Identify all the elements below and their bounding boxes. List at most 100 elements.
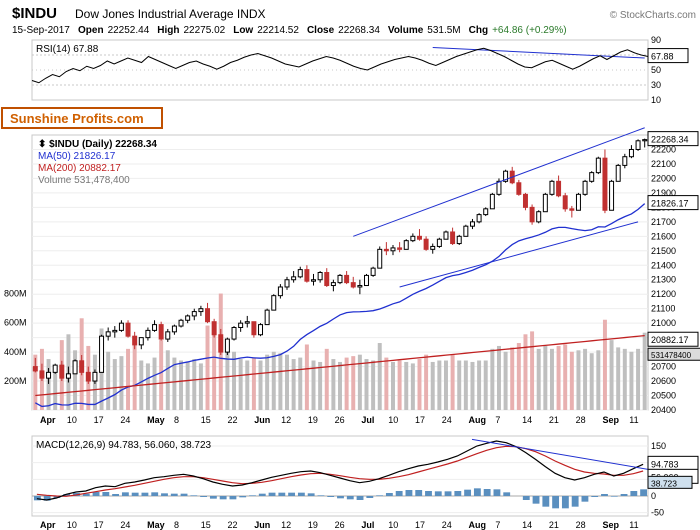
svg-text:20500: 20500 [651, 391, 676, 401]
svg-text:38.723: 38.723 [651, 478, 677, 488]
svg-text:Sep: Sep [602, 415, 619, 425]
svg-text:12: 12 [281, 415, 291, 425]
svg-text:MA(50) 21826.17: MA(50) 21826.17 [38, 151, 116, 162]
svg-text:20600: 20600 [651, 376, 676, 386]
svg-text:Open: Open [78, 25, 104, 36]
svg-text:15: 15 [201, 520, 211, 530]
svg-text:21700: 21700 [651, 217, 676, 227]
svg-text:Sep: Sep [602, 520, 619, 530]
svg-text:400M: 400M [4, 347, 27, 357]
svg-text:20882.17: 20882.17 [651, 335, 689, 345]
svg-text:MACD(12,26,9) 94.783, 56.060,: MACD(12,26,9) 94.783, 56.060, 38.723 [36, 440, 212, 451]
svg-text:Volume 531,478,400: Volume 531,478,400 [38, 175, 130, 186]
svg-text:Apr: Apr [40, 520, 56, 530]
svg-text:High: High [157, 25, 179, 36]
svg-text:21000: 21000 [651, 318, 676, 328]
svg-text:Volume: Volume [388, 25, 424, 36]
svg-text:17: 17 [415, 415, 425, 425]
svg-text:21200: 21200 [651, 289, 676, 299]
svg-text:Chg: Chg [469, 25, 488, 36]
svg-text:26: 26 [335, 520, 345, 530]
svg-text:$INDU: $INDU [12, 5, 57, 22]
svg-text:800M: 800M [4, 289, 27, 299]
svg-text:17: 17 [415, 520, 425, 530]
svg-text:MA(200) 20882.17: MA(200) 20882.17 [38, 163, 121, 174]
svg-text:24: 24 [442, 520, 452, 530]
svg-text:21: 21 [549, 415, 559, 425]
stock-chart: $INDU Dow Jones Industrial Average INDX © … [0, 0, 700, 530]
svg-text:Low: Low [233, 25, 253, 36]
svg-text:19: 19 [308, 520, 318, 530]
svg-text:17: 17 [94, 520, 104, 530]
svg-text:Aug: Aug [469, 520, 487, 530]
svg-text:Dow Jones Industrial Average I: Dow Jones Industrial Average INDX [75, 7, 266, 21]
svg-text:10: 10 [67, 415, 77, 425]
svg-text:7: 7 [495, 520, 500, 530]
svg-text:21300: 21300 [651, 275, 676, 285]
svg-text:21100: 21100 [651, 304, 675, 314]
svg-text:17: 17 [94, 415, 104, 425]
svg-text:21600: 21600 [651, 231, 676, 241]
svg-text:531478400: 531478400 [651, 351, 692, 360]
svg-text:50: 50 [651, 65, 661, 75]
svg-text:20400: 20400 [651, 405, 676, 415]
svg-text:15-Sep-2017: 15-Sep-2017 [12, 25, 70, 36]
svg-text:Sunshine Profits.com: Sunshine Profits.com [10, 111, 144, 126]
svg-text:12: 12 [281, 520, 291, 530]
svg-text:21: 21 [549, 520, 559, 530]
svg-text:22252.44: 22252.44 [108, 25, 150, 36]
svg-text:200M: 200M [4, 376, 27, 386]
svg-text:22000: 22000 [651, 173, 676, 183]
svg-text:Close: Close [307, 25, 335, 36]
svg-text:15: 15 [201, 415, 211, 425]
svg-text:11: 11 [629, 415, 638, 425]
svg-text:-50: -50 [651, 508, 664, 518]
svg-text:+64.86 (+0.29%): +64.86 (+0.29%) [492, 25, 567, 36]
svg-text:8: 8 [174, 520, 179, 530]
svg-text:22268.34: 22268.34 [338, 25, 380, 36]
svg-text:22275.02: 22275.02 [184, 25, 226, 36]
svg-text:600M: 600M [4, 318, 27, 328]
svg-text:RSI(14) 67.88: RSI(14) 67.88 [36, 44, 99, 55]
svg-text:11: 11 [629, 520, 638, 530]
svg-text:Aug: Aug [469, 415, 487, 425]
svg-text:10: 10 [388, 520, 398, 530]
svg-text:21400: 21400 [651, 260, 676, 270]
svg-text:22: 22 [228, 415, 238, 425]
svg-text:22100: 22100 [651, 159, 676, 169]
svg-text:26: 26 [335, 415, 345, 425]
svg-text:20700: 20700 [651, 362, 676, 372]
svg-text:May: May [147, 415, 165, 425]
svg-text:10: 10 [67, 520, 77, 530]
svg-text:10: 10 [388, 415, 398, 425]
svg-text:24: 24 [120, 415, 130, 425]
svg-text:Jun: Jun [254, 520, 270, 530]
svg-text:Jul: Jul [361, 520, 374, 530]
svg-text:⬍ $INDU (Daily) 22268.34: ⬍ $INDU (Daily) 22268.34 [38, 139, 157, 150]
svg-text:67.88: 67.88 [651, 52, 674, 62]
svg-text:531.5M: 531.5M [427, 25, 460, 36]
svg-text:7: 7 [495, 415, 500, 425]
svg-text:0: 0 [651, 491, 656, 501]
svg-text:28: 28 [576, 415, 586, 425]
svg-text:© StockCharts.com: © StockCharts.com [610, 10, 696, 21]
svg-text:28: 28 [576, 520, 586, 530]
svg-text:22268.34: 22268.34 [651, 135, 689, 145]
svg-text:150: 150 [651, 441, 666, 451]
svg-text:30: 30 [651, 80, 661, 90]
svg-text:24: 24 [120, 520, 130, 530]
svg-text:22214.52: 22214.52 [257, 25, 299, 36]
svg-text:24: 24 [442, 415, 452, 425]
svg-text:Jun: Jun [254, 415, 270, 425]
svg-text:14: 14 [522, 520, 532, 530]
svg-text:Apr: Apr [40, 415, 56, 425]
svg-text:22: 22 [228, 520, 238, 530]
svg-text:21826.17: 21826.17 [651, 199, 689, 209]
svg-text:90: 90 [651, 35, 661, 45]
svg-text:Jul: Jul [361, 415, 374, 425]
svg-text:94.783: 94.783 [651, 459, 679, 469]
svg-text:19: 19 [308, 415, 318, 425]
svg-text:14: 14 [522, 415, 532, 425]
svg-text:May: May [147, 520, 165, 530]
svg-text:21500: 21500 [651, 246, 676, 256]
